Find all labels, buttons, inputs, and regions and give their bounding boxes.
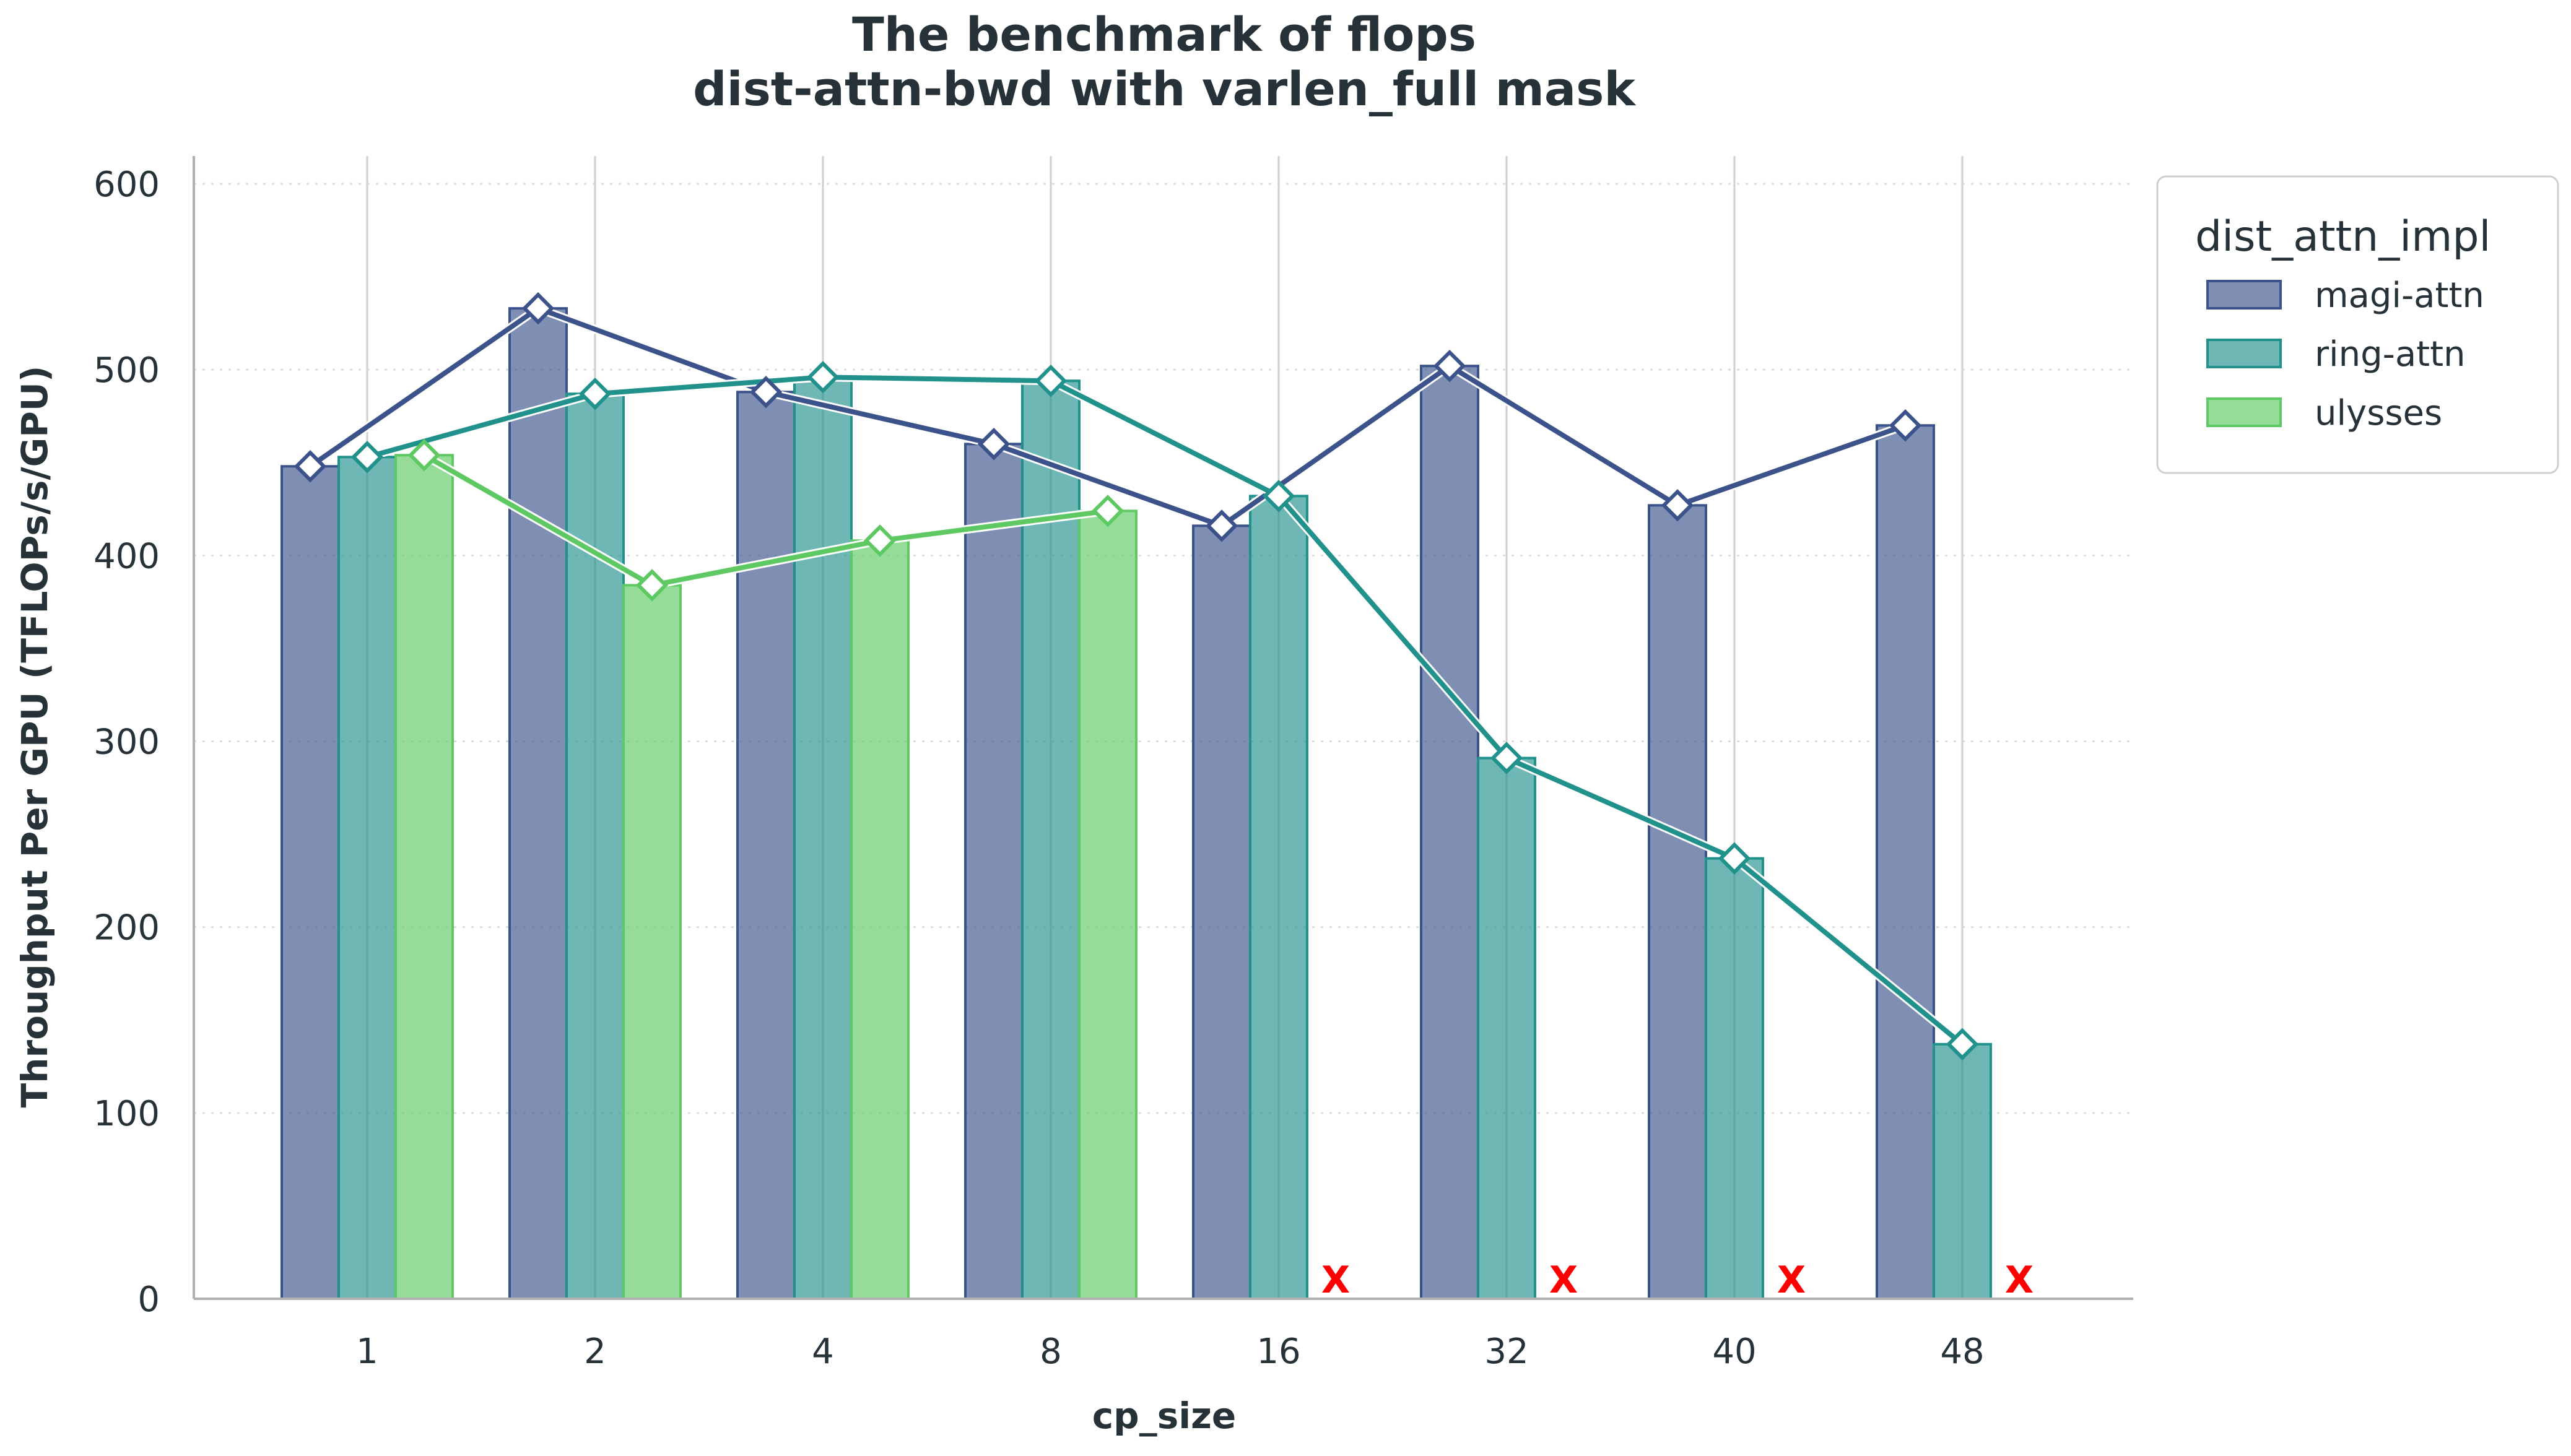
legend-swatch-magi-attn — [2206, 280, 2282, 310]
y-tick-label: 0 — [137, 1280, 160, 1320]
legend-label-ulysses: ulysses — [2315, 393, 2442, 433]
point-magi-attn — [1205, 509, 1238, 542]
chart-title: The benchmark of flops — [852, 7, 1476, 62]
bar-ring-attn — [337, 456, 397, 1300]
bar-ulysses — [622, 584, 682, 1300]
bar-ring-attn — [565, 392, 625, 1300]
point-ring-attn — [1490, 742, 1523, 774]
point-magi-attn — [294, 450, 327, 483]
bar-magi-attn — [1420, 365, 1479, 1300]
x-tick-label: 32 — [1484, 1332, 1528, 1372]
point-magi-attn — [977, 428, 1011, 461]
legend-swatch-ulysses — [2206, 397, 2282, 427]
bar-ulysses — [850, 539, 910, 1301]
point-ring-attn — [350, 441, 384, 474]
point-ring-attn — [1718, 842, 1751, 875]
legend-swatch-ring-attn — [2206, 339, 2282, 368]
grid-layer — [194, 156, 2133, 1299]
bar-ulysses — [1078, 509, 1138, 1300]
point-ring-attn — [1262, 480, 1295, 513]
point-ring-attn — [1946, 1028, 1979, 1061]
x-tick-label: 2 — [584, 1332, 606, 1372]
bar-magi-attn — [964, 443, 1024, 1300]
x-axis-label: cp_size — [1092, 1395, 1236, 1437]
point-ulysses — [635, 569, 669, 602]
chart-subtitle: dist-attn-bwd with varlen_full mask — [693, 61, 1636, 116]
point-ulysses — [407, 439, 441, 472]
point-ring-attn — [806, 360, 840, 394]
missing-marker: X — [1777, 1259, 1806, 1302]
x-tick-label: 1 — [356, 1332, 378, 1372]
legend-label-magi-attn: magi-attn — [2315, 275, 2484, 316]
bar-magi-attn — [281, 465, 340, 1301]
y-tick-label: 400 — [94, 536, 160, 576]
line-ring-attn — [366, 375, 1964, 1046]
x-tick-label: 16 — [1256, 1332, 1300, 1372]
bar-ring-attn — [1705, 857, 1764, 1300]
points-layer — [294, 292, 1979, 1061]
bar-ulysses — [394, 454, 454, 1300]
point-magi-attn — [749, 375, 783, 409]
lines-layer — [308, 304, 1965, 1048]
y-axis-label: Throughput Per GPU (TFLOPs/s/GPU) — [14, 366, 56, 1108]
point-ring-attn — [578, 377, 612, 410]
point-magi-attn — [521, 292, 555, 325]
line-magi-attn — [308, 306, 1907, 529]
x-tick-label: 48 — [1940, 1332, 1984, 1372]
point-ulysses — [863, 524, 897, 557]
legend-title: dist_attn_impl — [2195, 212, 2491, 261]
bar-magi-attn — [1192, 524, 1251, 1300]
point-ring-attn — [1034, 364, 1068, 397]
bar-ring-attn — [793, 376, 853, 1300]
bar-magi-attn — [508, 307, 568, 1301]
legend: dist_attn_impl magi-attn ring-attn ulysses — [2156, 175, 2559, 474]
missing-marker: X — [1321, 1259, 1350, 1302]
x-tick-label: 4 — [812, 1332, 834, 1372]
x-tick-label: 40 — [1712, 1332, 1756, 1372]
missing-marker: X — [2005, 1259, 2034, 1302]
bar-magi-attn — [1876, 424, 1935, 1301]
point-magi-attn — [1433, 349, 1466, 383]
y-tick-label: 600 — [94, 165, 160, 205]
bar-magi-attn — [736, 391, 796, 1300]
x-tick-label: 8 — [1040, 1332, 1062, 1372]
y-tick-label: 300 — [94, 722, 160, 763]
bar-ring-attn — [1933, 1042, 1992, 1300]
point-magi-attn — [1661, 489, 1694, 522]
bar-magi-attn — [1648, 504, 1707, 1300]
y-tick-label: 100 — [94, 1094, 160, 1134]
missing-marker: X — [1549, 1259, 1578, 1302]
point-magi-attn — [1889, 409, 1922, 442]
legend-label-ring-attn: ring-attn — [2315, 334, 2466, 375]
bar-ring-attn — [1249, 495, 1308, 1300]
point-ulysses — [1091, 495, 1125, 527]
bar-ring-attn — [1477, 756, 1536, 1300]
y-tick-label: 500 — [94, 350, 160, 391]
line-ulysses — [423, 453, 1108, 588]
y-tick-label: 200 — [94, 908, 160, 948]
